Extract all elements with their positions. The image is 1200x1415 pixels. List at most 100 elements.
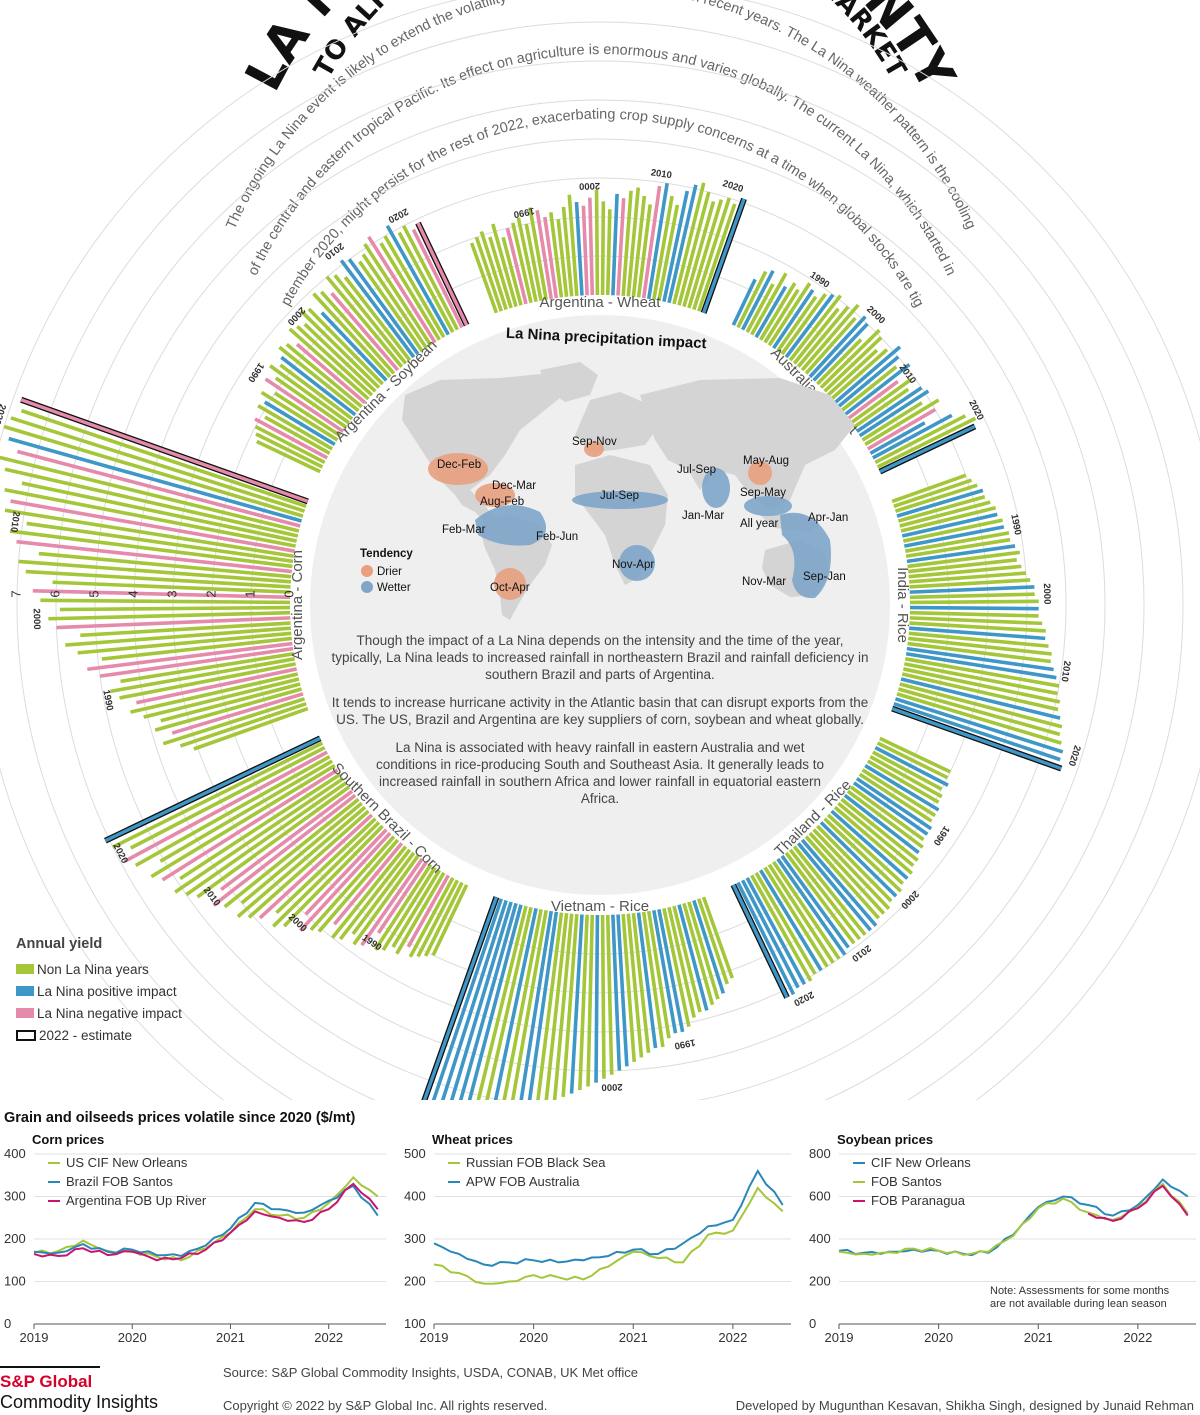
yield-bar [754,285,788,339]
yield-bar [849,785,925,842]
yield-bar [804,835,881,920]
note-line-2: are not available during lean season [990,1298,1167,1310]
zone-sahel [572,491,668,509]
yield-bar [59,605,291,612]
yield-bar [411,228,464,329]
yield-bar [307,307,384,386]
yield-bar [179,702,307,748]
yield-bar [833,345,902,405]
yield-bar [296,325,374,397]
price-legend-label: CIF New Orleans [871,1155,971,1170]
year-tick-label: 1990 [360,932,384,953]
yield-bar [80,621,291,638]
price-y-tick: 100 [404,1316,426,1331]
yield-bar [586,914,595,1087]
zone-southeast-asia [744,496,792,516]
yield-bar [611,193,619,296]
price-series-line [33,1175,379,1262]
yield-bar [908,564,1022,579]
yield-bar [866,759,940,804]
yield-bar [320,311,388,382]
yield-bar [257,404,334,451]
yield-bar [906,646,1054,672]
europe-shape [575,392,660,452]
yield-bar [527,911,559,1100]
year-tick-label: 2020 [110,842,129,866]
yield-bar [143,677,300,719]
grid-ring [94,99,1106,1100]
year-tick-label: 1990 [931,824,952,848]
yield-bar [763,288,800,344]
year-tick-label: 2020 [721,178,744,195]
brand-rule [0,1366,100,1368]
center-paragraph-2: It tends to increase hurricane activity … [331,695,869,727]
yield-bar [759,282,797,341]
yield-bar [511,222,533,304]
yield-bar [361,253,428,350]
price-y-tick: 100 [4,1274,26,1289]
axis-tick-label: 1 [242,590,257,597]
yield-bar [869,421,926,455]
price-series-line [33,1182,379,1262]
yield-bar [567,194,579,297]
yield-bar [3,424,304,518]
yield-bar [840,365,898,413]
price-x-tick: 2022 [718,1330,747,1343]
legend-item-non-la-nina: Non La Nina years [16,958,182,980]
yield-bar [600,914,606,1079]
yield-bar [864,398,940,446]
yield-bar [449,901,513,1100]
yield-bar [672,182,706,305]
yield-bar [269,364,351,425]
yield-bar [110,657,296,694]
yield-bar [535,209,554,300]
zone-caribbean [475,483,515,507]
axis-tick-label: 0 [281,590,296,597]
legend-swatch-outline [16,1029,36,1041]
soybean-price-chart: Soybean prices 0 200 400 600 800 2019 2020 2021 2… [809,1132,1196,1343]
yield-bar [780,293,827,356]
yield-bar [652,195,674,301]
yield-bar [667,906,696,1018]
yield-bar [272,821,381,928]
yield-bar [505,227,528,305]
yield-bar [800,303,860,372]
yield-bar [767,282,812,347]
yield-bar-2022 [104,736,321,843]
yield-bar [907,550,1021,569]
yield-bar [900,505,997,533]
yield-bar [40,598,291,605]
yield-legend: Annual yield Non La Nina years La Nina p… [16,936,182,1046]
yield-bar [274,376,348,429]
legend-title: Annual yield [16,936,103,952]
yield-bar [876,741,949,780]
yield-bar [38,551,292,579]
price-y-tick: 400 [809,1231,831,1246]
yield-bar [161,768,339,882]
wheat-price-chart: Wheat prices 100 200 300 400 500 2019 2020 2021 2… [404,1132,791,1343]
yield-bar [740,879,800,989]
yield-bar [8,436,303,523]
yield-bar [826,813,904,885]
year-tick-label: 2000 [1041,583,1053,604]
yield-bar [493,907,538,1100]
yield-bar [136,667,298,705]
map-region-label: Dec-Feb [437,459,481,471]
yield-bar [32,589,291,600]
price-x-tick: 2020 [924,1330,953,1343]
yield-bar [849,378,912,425]
yield-bar [120,651,295,684]
note-line-1: Note: Assessments for some months [990,1285,1170,1297]
yield-bar [652,909,678,1034]
yield-bar [808,315,867,379]
yield-bar [548,212,564,298]
yield-bar [626,913,644,1058]
yield-bar [21,481,298,543]
yield-bar [299,309,381,389]
yield-bar [254,424,326,465]
yield-bar [212,793,357,907]
price-note: Note: Assessments for some months are no… [990,1285,1169,1311]
yield-bar [701,896,734,979]
yield-bar [343,275,412,362]
prices-title: Grain and oilseeds prices volatile since… [4,1110,356,1126]
